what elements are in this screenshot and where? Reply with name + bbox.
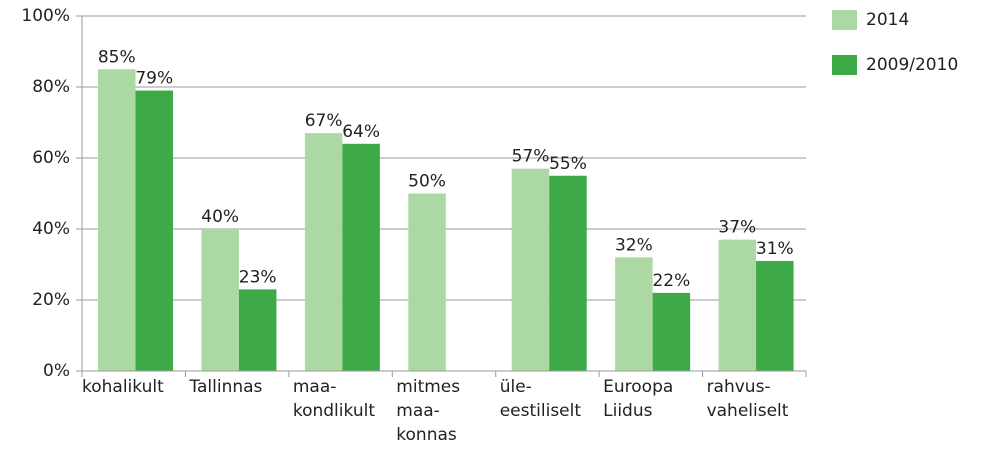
data-label: 67% bbox=[305, 111, 343, 131]
data-label: 23% bbox=[239, 267, 277, 287]
data-label: 32% bbox=[615, 235, 653, 255]
bar bbox=[652, 292, 691, 371]
bar bbox=[304, 133, 343, 371]
data-label: 79% bbox=[135, 69, 173, 89]
x-tick-label: vaheliselt bbox=[707, 401, 789, 421]
x-tick-label: Liidus bbox=[603, 401, 652, 421]
y-tick-label: 40% bbox=[32, 219, 70, 239]
bar bbox=[718, 239, 757, 371]
data-label: 31% bbox=[756, 239, 794, 259]
x-tick-label: üle- bbox=[500, 377, 532, 397]
data-label: 40% bbox=[201, 207, 239, 227]
bar bbox=[756, 260, 794, 371]
data-label: 22% bbox=[652, 271, 690, 291]
x-tick-label: kondlikult bbox=[293, 401, 375, 421]
bar bbox=[201, 229, 239, 371]
bar bbox=[615, 257, 653, 371]
x-tick-label: konnas bbox=[396, 425, 457, 445]
x-tick-label: Tallinnas bbox=[188, 377, 262, 397]
x-tick-label: maa- bbox=[396, 401, 440, 421]
bar bbox=[98, 69, 136, 371]
x-tick-label: rahvus- bbox=[707, 377, 771, 397]
data-label: 85% bbox=[98, 47, 136, 67]
legend-label: 2014 bbox=[866, 10, 909, 30]
bar bbox=[549, 175, 587, 371]
x-tick-label: kohalikult bbox=[82, 377, 164, 397]
x-tick-label: maa- bbox=[293, 377, 337, 397]
legend-swatch bbox=[832, 55, 857, 75]
bar bbox=[408, 193, 446, 371]
y-tick-label: 100% bbox=[21, 6, 70, 26]
x-tick-label: mitmes bbox=[396, 377, 460, 397]
y-tick-label: 60% bbox=[32, 148, 70, 168]
bar bbox=[238, 289, 277, 371]
bar bbox=[511, 168, 550, 371]
data-label: 50% bbox=[408, 172, 446, 192]
data-label: 64% bbox=[342, 122, 380, 142]
legend-label: 2009/2010 bbox=[866, 55, 958, 75]
y-tick-label: 80% bbox=[32, 77, 70, 97]
data-label: 57% bbox=[512, 147, 550, 167]
y-tick-label: 20% bbox=[32, 290, 70, 310]
y-tick-label: 0% bbox=[43, 361, 70, 381]
legend-swatch bbox=[832, 10, 857, 30]
bar bbox=[135, 90, 173, 372]
x-tick-label: eestiliselt bbox=[500, 401, 582, 421]
data-label: 55% bbox=[549, 154, 587, 174]
bar bbox=[342, 143, 380, 371]
x-tick-label: Euroopa bbox=[603, 377, 673, 397]
data-label: 37% bbox=[718, 218, 756, 238]
